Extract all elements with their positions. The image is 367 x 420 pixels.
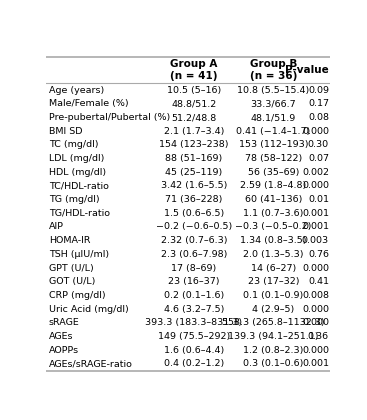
Text: 88 (51–169): 88 (51–169): [165, 154, 222, 163]
Text: 0.1 (0.1–0.9): 0.1 (0.1–0.9): [243, 291, 304, 300]
Text: 2.3 (0.6–7.98): 2.3 (0.6–7.98): [161, 250, 227, 259]
Text: 0.001: 0.001: [302, 209, 329, 218]
Text: 154 (123–238): 154 (123–238): [159, 140, 229, 150]
Text: 48.1/51.9: 48.1/51.9: [251, 113, 296, 122]
Text: 1.1 (0.7–3.6): 1.1 (0.7–3.6): [243, 209, 304, 218]
Text: 0.2 (0.1–1.6): 0.2 (0.1–1.6): [164, 291, 224, 300]
Text: 0.000: 0.000: [302, 318, 329, 327]
Text: 3.42 (1.6–5.5): 3.42 (1.6–5.5): [161, 181, 227, 190]
Text: Pre-pubertal/Pubertal (%): Pre-pubertal/Pubertal (%): [49, 113, 170, 122]
Text: 149 (75.5–292): 149 (75.5–292): [158, 332, 230, 341]
Text: LDL (mg/dl): LDL (mg/dl): [49, 154, 104, 163]
Text: 1.2 (0.8–2.3): 1.2 (0.8–2.3): [243, 346, 304, 354]
Text: TG/HDL-ratio: TG/HDL-ratio: [49, 209, 110, 218]
Text: 0.008: 0.008: [302, 291, 329, 300]
Text: 2.59 (1.8–4.8): 2.59 (1.8–4.8): [240, 181, 306, 190]
Text: 78 (58–122): 78 (58–122): [245, 154, 302, 163]
Text: Age (years): Age (years): [49, 86, 104, 95]
Text: 33.3/66.7: 33.3/66.7: [251, 100, 296, 108]
Text: 51.2/48.8: 51.2/48.8: [171, 113, 217, 122]
Text: 48.8/51.2: 48.8/51.2: [171, 100, 217, 108]
Text: 0.000: 0.000: [302, 346, 329, 354]
Text: HOMA-IR: HOMA-IR: [49, 236, 90, 245]
Text: TSH (μIU/ml): TSH (μIU/ml): [49, 250, 109, 259]
Text: 23 (16–37): 23 (16–37): [168, 277, 219, 286]
Text: 0.3 (0.1–0.6): 0.3 (0.1–0.6): [243, 359, 304, 368]
Text: Group A
(n = 41): Group A (n = 41): [170, 59, 218, 81]
Text: 0.08: 0.08: [308, 113, 329, 122]
Text: 0.4 (0.2–1.2): 0.4 (0.2–1.2): [164, 359, 224, 368]
Text: −0.3 (−0.5–0.2): −0.3 (−0.5–0.2): [235, 223, 312, 231]
Text: TG (mg/dl): TG (mg/dl): [49, 195, 99, 204]
Text: Male/Female (%): Male/Female (%): [49, 100, 128, 108]
Text: 2.1 (1.7–3.4): 2.1 (1.7–3.4): [164, 127, 224, 136]
Text: 0.002: 0.002: [302, 168, 329, 177]
Text: 0.30: 0.30: [308, 140, 329, 150]
Text: 0.001: 0.001: [302, 359, 329, 368]
Text: 0.36: 0.36: [308, 332, 329, 341]
Text: AOPPs: AOPPs: [49, 346, 79, 354]
Text: 2.32 (0.7–6.3): 2.32 (0.7–6.3): [160, 236, 227, 245]
Text: 558.3 (265.8–1132.3): 558.3 (265.8–1132.3): [222, 318, 325, 327]
Text: GOT (U/L): GOT (U/L): [49, 277, 95, 286]
Text: 4.6 (3.2–7.5): 4.6 (3.2–7.5): [164, 304, 224, 313]
Text: Uric Acid (mg/dl): Uric Acid (mg/dl): [49, 304, 128, 313]
Text: 1.6 (0.6–4.4): 1.6 (0.6–4.4): [164, 346, 224, 354]
Text: HDL (mg/dl): HDL (mg/dl): [49, 168, 106, 177]
Text: AGEs: AGEs: [49, 332, 73, 341]
Text: 45 (25–119): 45 (25–119): [165, 168, 222, 177]
Text: −0.2 (−0.6–0.5): −0.2 (−0.6–0.5): [156, 223, 232, 231]
Text: 14 (6–27): 14 (6–27): [251, 263, 296, 273]
Text: 153 (112–193): 153 (112–193): [239, 140, 308, 150]
Text: 0.000: 0.000: [302, 304, 329, 313]
Text: 139.3 (94.1–251.1): 139.3 (94.1–251.1): [228, 332, 319, 341]
Text: 17 (8–69): 17 (8–69): [171, 263, 217, 273]
Text: 71 (36–228): 71 (36–228): [165, 195, 222, 204]
Text: 0.000: 0.000: [302, 263, 329, 273]
Text: 0.000: 0.000: [302, 127, 329, 136]
Text: Group B
(n = 36): Group B (n = 36): [250, 59, 297, 81]
Text: 10.8 (5.5–15.4): 10.8 (5.5–15.4): [237, 86, 309, 95]
Text: 0.17: 0.17: [308, 100, 329, 108]
Text: 1.34 (0.8–3.5): 1.34 (0.8–3.5): [240, 236, 307, 245]
Text: 1.5 (0.6–6.5): 1.5 (0.6–6.5): [164, 209, 224, 218]
Text: 0.003: 0.003: [302, 236, 329, 245]
Text: BMI SD: BMI SD: [49, 127, 82, 136]
Text: 0.76: 0.76: [308, 250, 329, 259]
Text: 0.01: 0.01: [308, 195, 329, 204]
Text: 0.07: 0.07: [308, 154, 329, 163]
Text: 10.5 (5–16): 10.5 (5–16): [167, 86, 221, 95]
Text: 60 (41–136): 60 (41–136): [245, 195, 302, 204]
Text: 0.001: 0.001: [302, 223, 329, 231]
Text: 0.09: 0.09: [308, 86, 329, 95]
Text: 4 (2.9–5): 4 (2.9–5): [252, 304, 295, 313]
Text: 56 (35–69): 56 (35–69): [248, 168, 299, 177]
Text: TC (mg/dl): TC (mg/dl): [49, 140, 98, 150]
Text: 0.41: 0.41: [308, 277, 329, 286]
Text: CRP (mg/dl): CRP (mg/dl): [49, 291, 105, 300]
Text: 393.3 (183.3–831.3): 393.3 (183.3–831.3): [145, 318, 242, 327]
Text: AGEs/sRAGE-ratio: AGEs/sRAGE-ratio: [49, 359, 132, 368]
Text: sRAGE: sRAGE: [49, 318, 80, 327]
Text: GPT (U/L): GPT (U/L): [49, 263, 94, 273]
Text: 23 (17–32): 23 (17–32): [248, 277, 299, 286]
Text: AIP: AIP: [49, 223, 64, 231]
Text: P-value: P-value: [285, 65, 329, 75]
Text: TC/HDL-ratio: TC/HDL-ratio: [49, 181, 109, 190]
Text: 0.000: 0.000: [302, 181, 329, 190]
Text: 2.0 (1.3–5.3): 2.0 (1.3–5.3): [243, 250, 304, 259]
Text: 0.41 (−1.4–1.7): 0.41 (−1.4–1.7): [236, 127, 310, 136]
